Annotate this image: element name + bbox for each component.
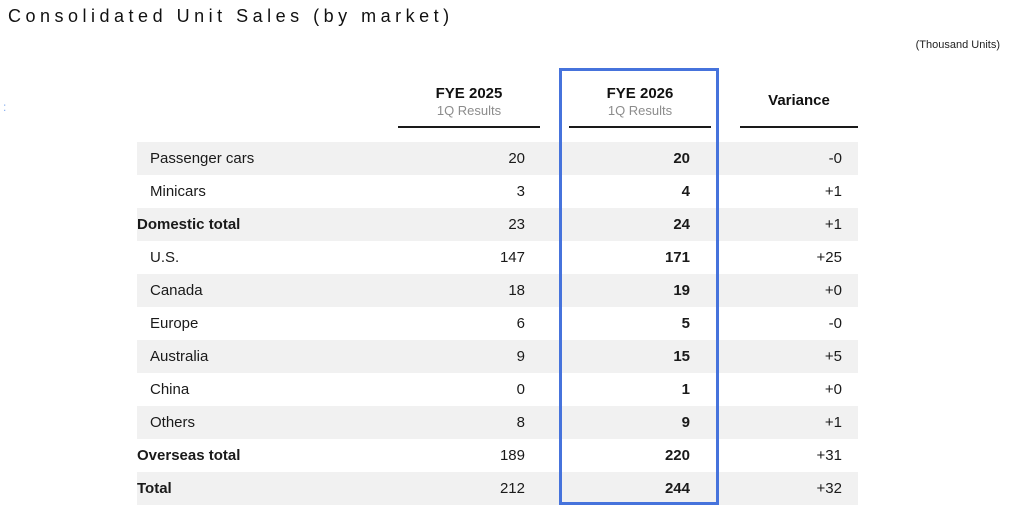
cell-fye2025: 189 <box>499 447 525 464</box>
cell-fye2026: 24 <box>673 216 690 233</box>
cell-fye2026: 244 <box>664 480 690 497</box>
cell-fye2026: 5 <box>681 315 690 332</box>
row-label: Domestic total <box>137 216 241 233</box>
row-label: Australia <box>150 348 209 365</box>
table-row: Others 8 9 +1 <box>137 406 858 439</box>
cell-fye2025: 18 <box>508 282 525 299</box>
column-header-variance: Variance <box>740 68 858 128</box>
table-row: Domestic total 23 24 +1 <box>137 208 858 241</box>
cell-fye2026: 1 <box>681 381 690 398</box>
row-label: U.S. <box>150 249 180 266</box>
row-label: Passenger cars <box>150 150 255 167</box>
cell-fye2025: 0 <box>516 381 525 398</box>
table-body: Passenger cars 20 20 -0 Minicars 3 4 +1 … <box>137 142 858 505</box>
cell-fye2026: 4 <box>681 183 690 200</box>
cell-fye2026: 20 <box>673 150 690 167</box>
cell-fye2025: 9 <box>516 348 525 365</box>
row-label: Total <box>137 480 172 497</box>
cell-fye2026: 19 <box>673 282 690 299</box>
cell-fye2025: 212 <box>499 480 525 497</box>
table-row: Canada 18 19 +0 <box>137 274 858 307</box>
column-header-label: FYE 2026 <box>606 84 674 102</box>
table-row: Europe 6 5 -0 <box>137 307 858 340</box>
cell-fye2025: 6 <box>516 315 525 332</box>
column-header-label: FYE 2025 <box>435 84 503 102</box>
cell-fye2025: 23 <box>508 216 525 233</box>
column-header-fye2026: FYE 2026 1Q Results <box>569 68 711 128</box>
cell-fye2025: 3 <box>516 183 525 200</box>
cell-fye2026: 9 <box>681 414 690 431</box>
table-row: Total 212 244 +32 <box>137 472 858 505</box>
table-row: Minicars 3 4 +1 <box>137 175 858 208</box>
cell-variance: +0 <box>824 282 842 299</box>
cell-fye2026: 220 <box>664 447 690 464</box>
cell-variance: +1 <box>824 183 842 200</box>
cell-variance: +5 <box>824 348 842 365</box>
column-header-label: Variance <box>768 92 830 110</box>
cell-variance: +31 <box>816 447 842 464</box>
left-margin-mark: : <box>3 100 7 114</box>
cell-variance: +25 <box>816 249 842 266</box>
cell-fye2025: 147 <box>499 249 525 266</box>
column-header-sublabel: 1Q Results <box>436 103 502 119</box>
row-label: Minicars <box>150 183 206 200</box>
table-row: Overseas total 189 220 +31 <box>137 439 858 472</box>
table-row: China 0 1 +0 <box>137 373 858 406</box>
cell-variance: +0 <box>824 381 842 398</box>
units-note: (Thousand Units) <box>915 39 1000 51</box>
row-label: Europe <box>150 315 199 332</box>
column-header-sublabel: 1Q Results <box>607 103 673 119</box>
cell-fye2025: 8 <box>516 414 525 431</box>
cell-fye2026: 15 <box>673 348 690 365</box>
row-label: Canada <box>150 282 203 299</box>
table-row: Passenger cars 20 20 -0 <box>137 142 858 175</box>
row-label: Others <box>150 414 196 431</box>
page-title: Consolidated Unit Sales (by market) <box>8 6 454 26</box>
cell-variance: +1 <box>824 414 842 431</box>
cell-variance: +32 <box>816 480 842 497</box>
table-row: U.S. 147 171 +25 <box>137 241 858 274</box>
cell-variance: -0 <box>828 315 842 332</box>
cell-fye2025: 20 <box>508 150 525 167</box>
column-header-fye2025: FYE 2025 1Q Results <box>398 68 540 128</box>
cell-variance: -0 <box>828 150 842 167</box>
row-label: Overseas total <box>137 447 241 464</box>
table-row: Australia 9 15 +5 <box>137 340 858 373</box>
cell-fye2026: 171 <box>664 249 690 266</box>
row-label: China <box>150 381 190 398</box>
cell-variance: +1 <box>824 216 842 233</box>
